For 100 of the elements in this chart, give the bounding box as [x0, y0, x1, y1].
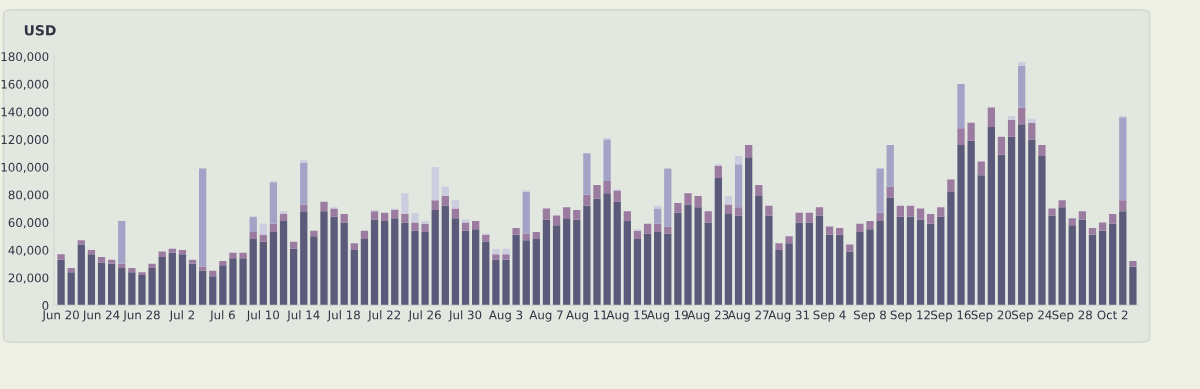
bar [906, 205, 915, 217]
bar [350, 250, 358, 306]
bar [623, 211, 631, 221]
x-tick-label: Jul 10 [246, 310, 280, 322]
bar [583, 205, 591, 306]
bar [178, 250, 187, 255]
bar [300, 211, 308, 306]
bar [87, 254, 96, 306]
bar [128, 268, 136, 273]
bar [249, 238, 257, 306]
bar [441, 186, 449, 197]
y-tick-label: 60,000 [8, 218, 49, 229]
bar [734, 207, 743, 216]
bar [805, 212, 813, 223]
bar [886, 197, 894, 306]
bar [957, 84, 965, 129]
bar [876, 212, 884, 221]
bar [279, 214, 288, 221]
bar [168, 252, 176, 306]
y-tick-label: 40,000 [8, 245, 49, 256]
bar [694, 207, 702, 306]
bar [836, 234, 844, 306]
bar [755, 196, 763, 306]
bar [583, 153, 591, 195]
x-tick-label: Jun 20 [41, 310, 79, 322]
y-tick-label: 160,000 [1, 79, 49, 90]
bar [532, 238, 540, 306]
bar [1119, 200, 1127, 212]
bar [613, 190, 621, 202]
bar [866, 221, 874, 230]
x-tick-label: Sep 12 [890, 310, 930, 322]
bar [916, 219, 925, 306]
bar [320, 211, 328, 306]
bar [846, 251, 854, 306]
bar [522, 240, 530, 306]
bar [108, 263, 116, 306]
bar [401, 222, 409, 306]
bar [957, 144, 965, 306]
bar [714, 165, 722, 179]
bar [340, 214, 348, 223]
bar [370, 211, 379, 220]
bar [512, 234, 520, 306]
bar [269, 232, 278, 306]
bar [411, 222, 419, 231]
bar [310, 230, 318, 237]
y-tick-label: 100,000 [1, 162, 49, 173]
bar [724, 196, 733, 205]
bar [492, 254, 500, 260]
bar [391, 218, 399, 306]
bar [77, 240, 85, 245]
bar [1119, 211, 1127, 306]
bar [542, 219, 551, 306]
bar [967, 122, 975, 141]
bar [300, 160, 308, 163]
bar [573, 209, 581, 220]
bar [603, 180, 611, 194]
bar [360, 238, 369, 306]
bar [745, 157, 753, 306]
bar [209, 276, 217, 306]
bar [461, 230, 470, 306]
bar [734, 215, 743, 306]
bar [219, 265, 227, 306]
x-tick-label: Jul 30 [448, 310, 482, 322]
bar [552, 215, 561, 226]
bar [1007, 115, 1016, 121]
y-axis-title: USD [24, 25, 56, 36]
bar [330, 208, 338, 217]
bar [259, 241, 267, 306]
bar [664, 168, 672, 227]
bar [1018, 124, 1026, 306]
bar [1109, 214, 1117, 224]
bar [654, 208, 662, 224]
bar [1007, 136, 1016, 306]
bar [229, 258, 237, 306]
x-tick-label: Jul 14 [286, 310, 320, 322]
bar [573, 219, 581, 306]
bar [664, 233, 672, 306]
bar [654, 205, 662, 209]
bar [502, 259, 510, 306]
bar [178, 254, 187, 306]
x-tick-label: Aug 11 [566, 310, 607, 322]
bar [370, 219, 379, 306]
bar [168, 248, 176, 253]
bar [128, 272, 136, 306]
bar [502, 248, 510, 255]
bar [431, 200, 439, 210]
bar [714, 178, 722, 306]
bar [482, 234, 490, 242]
x-tick-label: Jul 2 [169, 310, 194, 322]
bar [785, 236, 793, 244]
bar [1048, 215, 1056, 306]
bar [1038, 144, 1046, 156]
bar [391, 209, 399, 219]
bar [290, 241, 298, 249]
x-tick-label: Jul 22 [367, 310, 400, 322]
bar [775, 250, 783, 306]
bar [1129, 266, 1137, 306]
bar [886, 144, 894, 187]
x-tick-label: Aug 3 [488, 310, 523, 322]
bar [997, 136, 1006, 155]
